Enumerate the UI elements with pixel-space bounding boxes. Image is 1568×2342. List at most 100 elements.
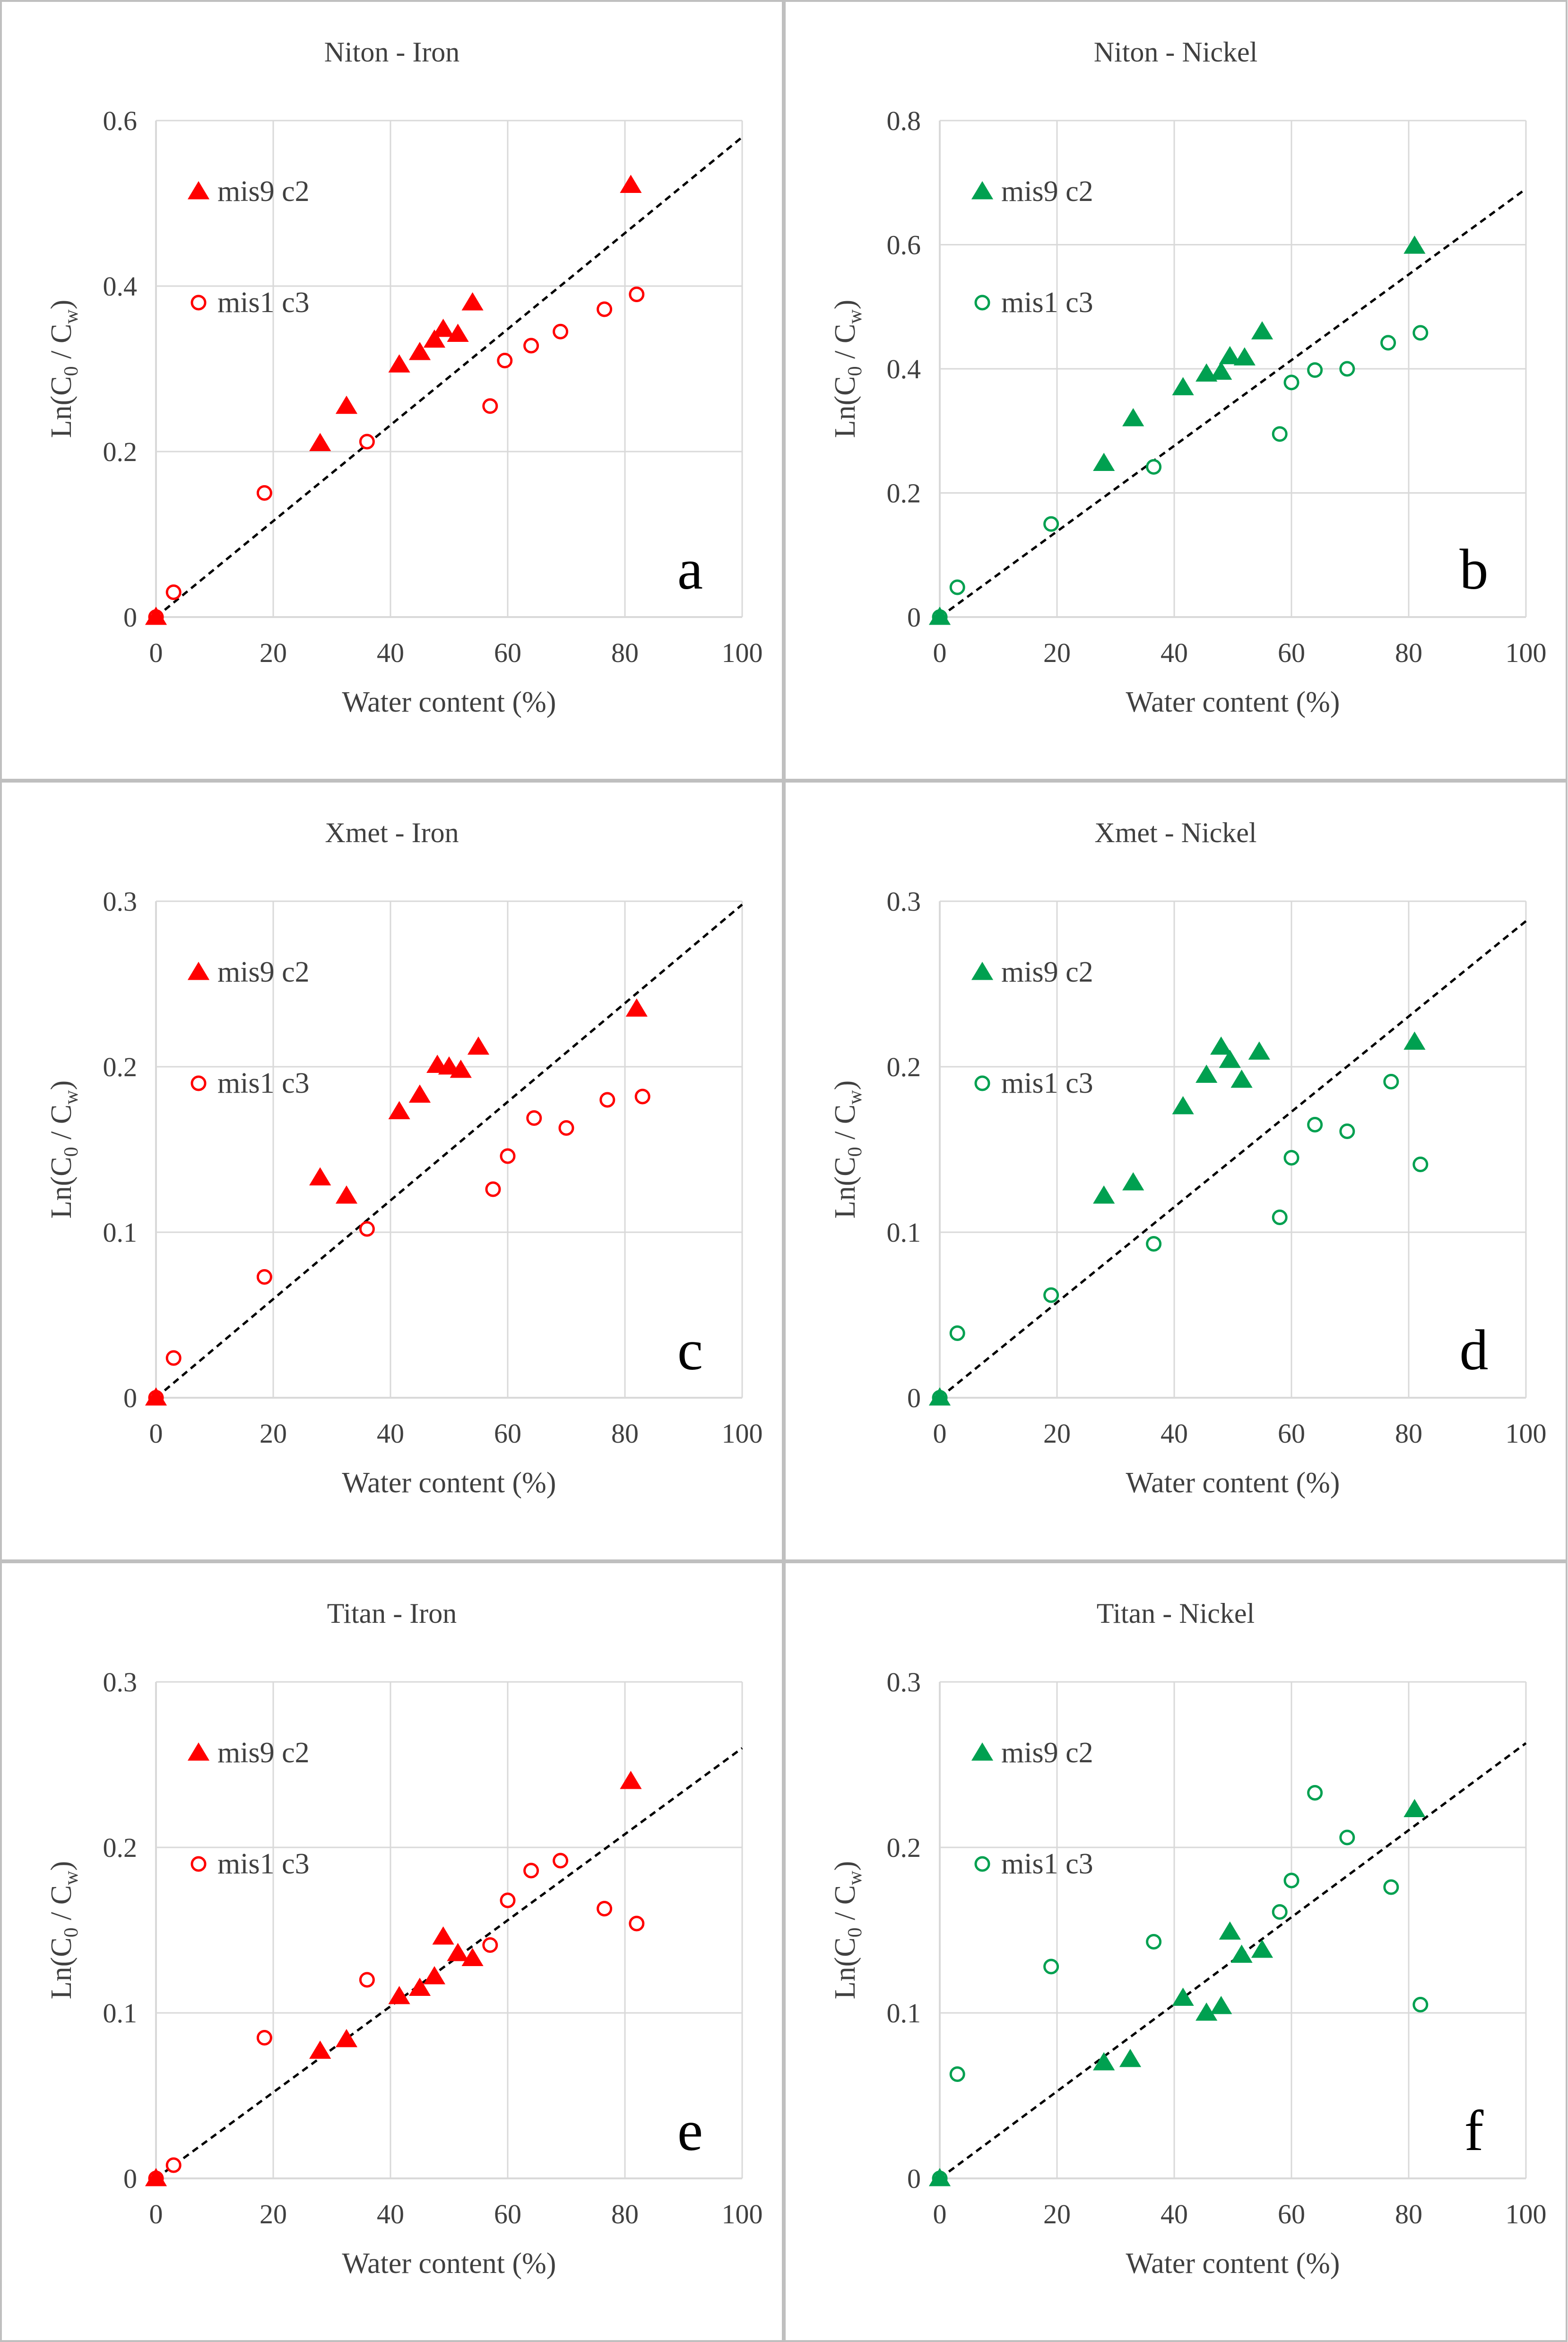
x-tick-label: 40 <box>377 637 404 668</box>
y-tick-label: 0.3 <box>887 1667 921 1698</box>
panel-border <box>784 781 1568 1561</box>
data-point-triangle <box>447 323 469 342</box>
data-point-triangle <box>432 319 454 337</box>
legend-marker-circle <box>974 1075 990 1091</box>
data-point-circle <box>1146 1236 1162 1252</box>
data-point-triangle <box>1233 347 1256 366</box>
x-tick-label: 0 <box>933 1418 947 1449</box>
legend-marker-circle <box>974 295 990 311</box>
y-tick-label: 0.2 <box>887 1832 921 1863</box>
y-tick-label: 0.2 <box>103 1052 138 1082</box>
panel-border <box>0 0 784 781</box>
data-point-triangle <box>1210 361 1232 380</box>
y-axis-title-subscript: w <box>61 309 82 324</box>
x-tick-label: 0 <box>933 2199 947 2229</box>
x-tick-label: 80 <box>611 2199 639 2229</box>
data-point-triangle <box>1122 408 1144 427</box>
y-axis-title-middle: / C <box>45 324 78 366</box>
data-point-circle <box>359 1221 375 1237</box>
data-point-triangle <box>1119 2049 1142 2067</box>
data-point-triangle <box>1403 1031 1426 1050</box>
legend-label: mis1 c3 <box>1001 287 1093 319</box>
panel-title: Niton - Nickel <box>1094 36 1258 68</box>
data-point-circle <box>482 398 498 414</box>
x-tick-label: 100 <box>1506 1418 1547 1449</box>
data-point-triangle <box>408 1084 431 1103</box>
x-tick-label: 80 <box>1395 1418 1422 1449</box>
chart-panel-d: 0 0.1 0.2 0.3 0 20 40 60 80 100 Xmet - Nickel Water… <box>784 781 1568 1561</box>
data-point-circle <box>1383 1074 1399 1089</box>
data-point-circle <box>1307 362 1323 378</box>
x-tick-label: 100 <box>722 1418 763 1449</box>
panel-title: Xmet - Nickel <box>1094 817 1256 848</box>
legend-marker-triangle <box>971 962 994 980</box>
y-tick-label: 0.6 <box>887 230 921 261</box>
x-tick-label: 0 <box>933 637 947 668</box>
x-tick-label: 60 <box>1278 2199 1305 2229</box>
legend-marker-triangle <box>971 181 994 200</box>
legend-label: mis9 c2 <box>1001 175 1093 208</box>
data-point-circle <box>1307 1117 1323 1132</box>
x-axis-title: Water content (%) <box>1126 2247 1340 2280</box>
data-point-triangle <box>335 2029 358 2047</box>
legend-label: mis9 c2 <box>217 175 310 208</box>
data-point-triangle <box>1172 377 1194 395</box>
legend-marker-triangle <box>187 181 210 200</box>
data-point-triangle <box>447 1943 469 1961</box>
y-tick-label: 0.2 <box>103 1832 138 1863</box>
data-point-circle <box>629 287 645 302</box>
data-point-triangle <box>335 1185 358 1204</box>
legend-marker-triangle <box>187 1742 210 1761</box>
data-point-triangle <box>432 1926 454 1945</box>
x-tick-label: 0 <box>149 1418 163 1449</box>
panel-letter: f <box>1464 2099 1484 2163</box>
y-axis-title-subscript: w <box>844 309 866 324</box>
y-axis-title-middle: / C <box>829 324 861 366</box>
x-tick-label: 60 <box>494 2199 521 2229</box>
data-point-circle <box>523 1863 539 1879</box>
y-tick-label: 0 <box>907 1383 921 1413</box>
data-point-triangle <box>438 1056 460 1075</box>
x-axis-title: Water content (%) <box>342 686 556 718</box>
y-axis-title-end: ) <box>45 1861 78 1871</box>
data-point-triangle <box>1172 1096 1194 1114</box>
y-axis-title-subscript: 0 <box>61 1927 82 1937</box>
data-point-circle <box>629 1915 645 1932</box>
data-point-circle <box>1043 1959 1059 1975</box>
y-tick-label: 0 <box>907 602 921 633</box>
data-point-triangle <box>1403 235 1426 254</box>
legend-label: mis1 c3 <box>1001 1848 1093 1880</box>
y-axis-title-subscript: 0 <box>844 1147 866 1157</box>
y-tick-label: 0 <box>123 602 137 633</box>
x-tick-label: 20 <box>260 2199 287 2229</box>
data-point-circle <box>1339 361 1355 377</box>
y-tick-label: 0.1 <box>887 1217 921 1248</box>
x-tick-label: 20 <box>1043 637 1071 668</box>
y-tick-label: 0.4 <box>887 354 921 384</box>
data-point-circle <box>949 579 965 595</box>
y-tick-label: 0.2 <box>103 436 138 467</box>
x-tick-label: 0 <box>149 2199 163 2229</box>
data-point-triangle <box>309 2040 331 2059</box>
y-tick-label: 0.6 <box>103 105 138 136</box>
data-point-circle <box>597 1901 613 1916</box>
legend-label: mis1 c3 <box>217 287 310 319</box>
y-tick-label: 0.3 <box>887 886 921 917</box>
x-tick-label: 40 <box>1161 637 1188 668</box>
x-tick-label: 100 <box>1506 2199 1547 2229</box>
data-point-circle <box>1339 1829 1355 1846</box>
panel-letter: d <box>1460 1318 1489 1382</box>
y-axis-title-subscript: 0 <box>844 366 866 376</box>
data-point-triangle <box>1210 1036 1232 1055</box>
data-point-circle <box>634 1088 650 1105</box>
data-point-circle <box>553 323 569 340</box>
panel-title: Titan - Iron <box>327 1598 457 1629</box>
x-tick-label: 60 <box>494 1418 521 1449</box>
legend-label: mis9 c2 <box>1001 956 1093 988</box>
data-point-triangle <box>1251 1940 1273 1958</box>
data-point-triangle <box>1093 2052 1115 2071</box>
data-point-triangle <box>1219 346 1241 365</box>
legend: mis9 c2 mis1 c3 <box>187 1737 310 1880</box>
data-point-triangle <box>1122 1172 1144 1191</box>
data-point-circle <box>597 301 613 317</box>
